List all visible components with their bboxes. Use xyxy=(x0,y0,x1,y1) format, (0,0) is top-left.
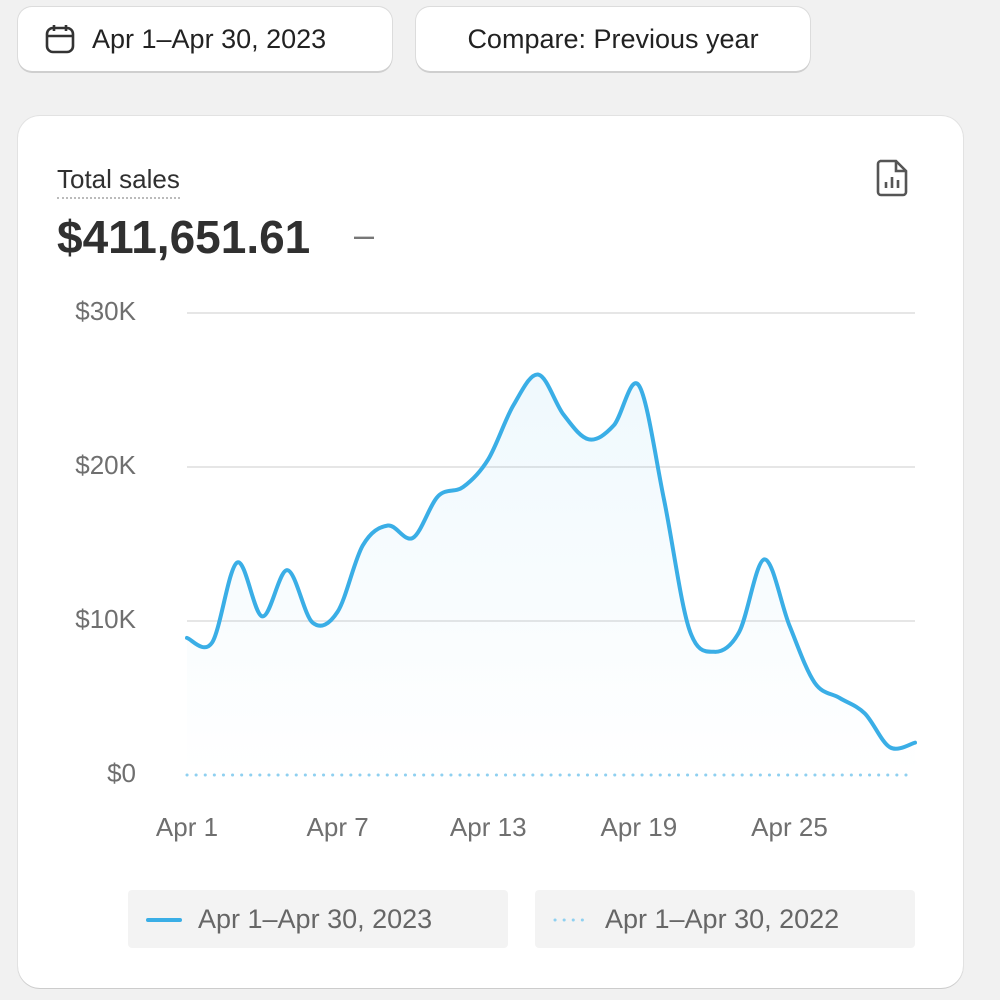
report-icon[interactable] xyxy=(874,158,910,198)
card-title[interactable]: Total sales xyxy=(57,164,180,199)
compare-label: Compare: Previous year xyxy=(467,23,759,54)
calendar-icon xyxy=(45,25,75,54)
date-range-label: Apr 1–Apr 30, 2023 xyxy=(92,23,327,54)
date-range-button[interactable]: Apr 1–Apr 30, 2023 xyxy=(18,7,392,71)
change-indicator: – xyxy=(354,214,375,255)
legend-item[interactable] xyxy=(128,890,508,948)
x-tick-label: Apr 19 xyxy=(601,812,678,842)
x-tick-label: Apr 7 xyxy=(307,812,369,842)
compare-button[interactable]: Compare: Previous year xyxy=(416,7,810,71)
legend-item[interactable] xyxy=(535,890,915,948)
total-value: $411,651.61 xyxy=(57,211,311,263)
x-tick-label: Apr 1 xyxy=(156,812,218,842)
legend-label: Apr 1–Apr 30, 2023 xyxy=(198,904,432,934)
line-series xyxy=(185,372,917,751)
legend-label: Apr 1–Apr 30, 2022 xyxy=(605,904,839,934)
y-tick-label: $10K xyxy=(75,604,136,634)
y-tick-label: $20K xyxy=(75,450,136,480)
y-tick-label: $30K xyxy=(75,296,136,326)
y-tick-label: $0 xyxy=(107,758,136,788)
x-tick-label: Apr 25 xyxy=(751,812,828,842)
area-fill xyxy=(187,374,915,775)
x-tick-label: Apr 13 xyxy=(450,812,527,842)
